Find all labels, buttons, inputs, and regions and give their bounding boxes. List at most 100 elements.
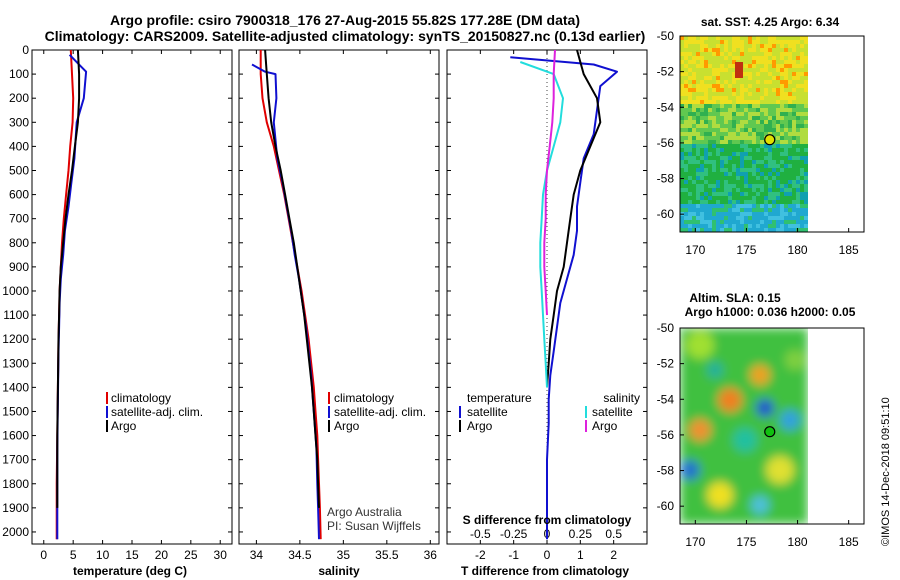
sst-cell bbox=[704, 140, 708, 144]
sst-cell bbox=[748, 88, 752, 92]
sst-cell bbox=[732, 220, 736, 224]
sst-cell bbox=[696, 180, 700, 184]
sst-cell bbox=[800, 160, 804, 164]
sst-cell bbox=[772, 132, 776, 136]
sst-cell bbox=[752, 76, 756, 80]
map-y-tick-label: -52 bbox=[657, 65, 675, 79]
sst-cell bbox=[728, 40, 732, 44]
sst-cell bbox=[728, 76, 732, 80]
sst-cell bbox=[712, 116, 716, 120]
sst-cell bbox=[728, 100, 732, 104]
sst-cell bbox=[700, 200, 704, 204]
sst-cell bbox=[720, 56, 724, 60]
sst-cell bbox=[776, 208, 780, 212]
sst-cell bbox=[728, 112, 732, 116]
sst-cell bbox=[736, 224, 740, 228]
sst-cell bbox=[720, 36, 724, 40]
s-tick-label: 0.5 bbox=[605, 527, 622, 541]
sst-cell bbox=[732, 60, 736, 64]
sst-cell bbox=[768, 152, 772, 156]
sst-cell bbox=[756, 40, 760, 44]
sst-cell bbox=[788, 68, 792, 72]
salinity-axis-label: salinity bbox=[318, 564, 360, 578]
sst-cell bbox=[764, 224, 768, 228]
sst-cell bbox=[792, 116, 796, 120]
sst-cell bbox=[800, 200, 804, 204]
sst-cell bbox=[700, 184, 704, 188]
sst-cell bbox=[724, 104, 728, 108]
sst-cell bbox=[724, 188, 728, 192]
sst-cell bbox=[800, 208, 804, 212]
sst-cell bbox=[760, 228, 764, 232]
sla-cell bbox=[766, 456, 794, 484]
sst-cell bbox=[760, 192, 764, 196]
sst-cell bbox=[780, 132, 784, 136]
sst-cell bbox=[720, 112, 724, 116]
sst-cell bbox=[704, 200, 708, 204]
sst-cell bbox=[756, 228, 760, 232]
sst-cell bbox=[788, 48, 792, 52]
sst-cell bbox=[720, 164, 724, 168]
sst-cell bbox=[716, 96, 720, 100]
sst-cell bbox=[744, 200, 748, 204]
sst-cell bbox=[752, 160, 756, 164]
sst-cell bbox=[720, 212, 724, 216]
sst-cell bbox=[796, 64, 800, 68]
sst-cell bbox=[744, 208, 748, 212]
sst-cell bbox=[712, 132, 716, 136]
sst-cell bbox=[700, 124, 704, 128]
sst-cell bbox=[688, 108, 692, 112]
sst-cell bbox=[764, 80, 768, 84]
sst-cell bbox=[744, 120, 748, 124]
sst-cell bbox=[776, 44, 780, 48]
sst-cell bbox=[736, 164, 740, 168]
sst-cell bbox=[708, 176, 712, 180]
sst-cell bbox=[780, 96, 784, 100]
temperature-panel-frame bbox=[31, 49, 233, 545]
sst-cell bbox=[692, 44, 696, 48]
sst-cell bbox=[768, 120, 772, 124]
sst-cell bbox=[756, 92, 760, 96]
sst-cell bbox=[752, 148, 756, 152]
sst-cell bbox=[740, 212, 744, 216]
sst-cell bbox=[692, 116, 696, 120]
depth-tick-label: 1400 bbox=[2, 380, 29, 394]
sst-cell bbox=[796, 172, 800, 176]
sst-cell bbox=[748, 176, 752, 180]
sst-cell bbox=[724, 52, 728, 56]
sst-cell bbox=[700, 72, 704, 76]
sst-cell bbox=[724, 92, 728, 96]
sst-cell bbox=[764, 96, 768, 100]
sst-cell bbox=[728, 96, 732, 100]
sst-cell bbox=[692, 36, 696, 40]
sst-cell bbox=[692, 148, 696, 152]
sst-cell bbox=[680, 64, 684, 68]
sst-cell bbox=[784, 108, 788, 112]
sst-cell bbox=[684, 196, 688, 200]
sst-cell bbox=[756, 116, 760, 120]
sst-cell bbox=[724, 124, 728, 128]
sst-cell bbox=[744, 184, 748, 188]
sst-cell bbox=[712, 136, 716, 140]
sst-cell bbox=[720, 148, 724, 152]
sst-cell bbox=[796, 76, 800, 80]
sst-cell bbox=[764, 132, 768, 136]
sst-cell bbox=[704, 64, 708, 68]
sst-cell bbox=[776, 116, 780, 120]
sst-cell bbox=[800, 100, 804, 104]
legend-swatch-argo bbox=[328, 420, 330, 432]
sst-cell bbox=[752, 172, 756, 176]
sst-cell bbox=[700, 60, 704, 64]
sst-cell bbox=[692, 184, 696, 188]
sst-cell bbox=[680, 48, 684, 52]
map-x-tick-label: 180 bbox=[788, 535, 808, 549]
sst-cell bbox=[752, 36, 756, 40]
sst-cell bbox=[804, 76, 808, 80]
sst-cell bbox=[780, 188, 784, 192]
sst-cell bbox=[752, 136, 756, 140]
sst-cell bbox=[772, 172, 776, 176]
sst-cell bbox=[688, 48, 692, 52]
sst-cell bbox=[696, 176, 700, 180]
sst-cell bbox=[788, 100, 792, 104]
sst-cell bbox=[776, 148, 780, 152]
